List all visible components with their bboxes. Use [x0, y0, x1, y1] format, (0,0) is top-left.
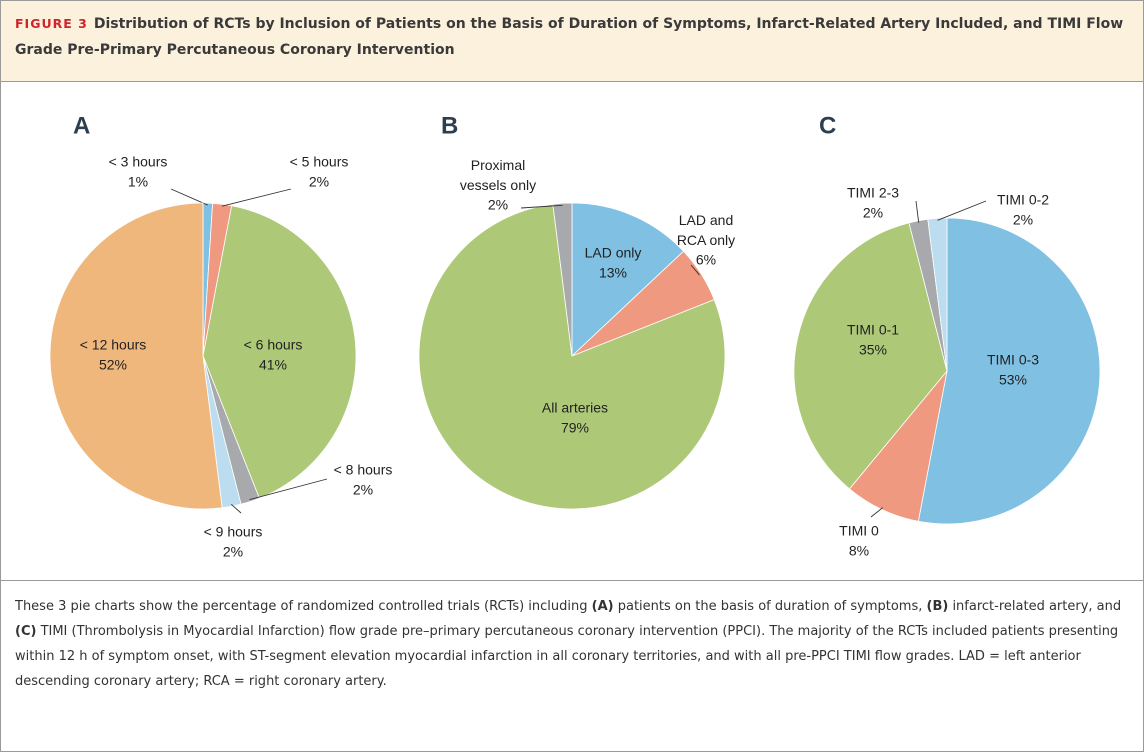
slice-label: LAD and RCA only — [677, 212, 735, 248]
slice-label: LAD only — [585, 245, 642, 261]
caption-text: infarct-related artery, and — [948, 599, 1122, 614]
slice-label: < 6 hours — [244, 337, 303, 353]
slice-label: TIMI 0-1 — [847, 322, 899, 338]
panel-letter: A — [73, 112, 90, 139]
panel-letter: B — [441, 112, 458, 139]
slice-label: < 9 hours — [204, 524, 263, 540]
leader-line — [915, 200, 920, 223]
charts: A < 3 hours 1% < 5 hours 2% < 6 hours 41% < 8 h… — [49, 112, 1101, 560]
pie-slice — [202, 205, 357, 499]
slice-label: < 3 hours — [109, 154, 168, 170]
pie-slice — [927, 217, 948, 372]
figure-heading: FIGURE 3 Distribution of RCTs by Inclusio… — [15, 11, 1125, 63]
slice-label: TIMI 0-2 — [997, 192, 1049, 208]
slice-label: Proximal vessels only — [460, 157, 536, 193]
slice-value-label: 2% — [223, 544, 243, 560]
slice-value-label: 52% — [99, 357, 127, 373]
caption: These 3 pie charts show the percentage o… — [15, 594, 1125, 694]
caption-panel-ref: (A) — [591, 599, 614, 614]
caption-text: TIMI (Thrombolysis in Myocardial Infarct… — [15, 624, 1119, 689]
slice-label: TIMI 0-3 — [987, 352, 1039, 368]
slice-value-label: 2% — [309, 174, 329, 190]
leader-line — [170, 188, 208, 206]
pie-slice — [571, 202, 685, 357]
slice-value-label: 35% — [859, 342, 887, 358]
slice-value-label: 2% — [1013, 212, 1033, 228]
slice-label: < 5 hours — [290, 154, 349, 170]
figure-header: FIGURE 3 Distribution of RCTs by Inclusio… — [1, 1, 1143, 82]
caption-panel-ref: (C) — [15, 624, 37, 639]
slice-value-label: 79% — [561, 420, 589, 436]
leader-line — [937, 200, 987, 221]
leader-line — [249, 478, 328, 501]
leader-line — [520, 204, 563, 209]
leader-line — [221, 188, 292, 207]
slice-label: < 12 hours — [80, 337, 147, 353]
slice-label: All arteries — [542, 400, 608, 416]
slice-value-label: 13% — [599, 265, 627, 281]
slice-label: < 8 hours — [334, 462, 393, 478]
slice-value-label: 6% — [696, 252, 716, 268]
pie-slice — [917, 217, 1101, 525]
slice-value-label: 2% — [488, 197, 508, 213]
slice-label: TIMI 2-3 — [847, 185, 899, 201]
slice-value-label: 8% — [849, 543, 869, 559]
figure-label: FIGURE 3 — [15, 16, 88, 31]
caption-text: These 3 pie charts show the percentage o… — [15, 599, 592, 614]
caption-text: patients on the basis of duration of sym… — [613, 599, 927, 614]
pie-slice — [418, 203, 726, 510]
figure-title: Distribution of RCTs by Inclusion of Pat… — [15, 16, 1124, 58]
leader-line — [230, 503, 242, 514]
caption-panel-ref: (B) — [926, 599, 949, 614]
pie-slice — [49, 202, 223, 510]
leader-line — [690, 264, 700, 276]
caption-box: These 3 pie charts show the percentage o… — [1, 580, 1143, 751]
slice-value-label: 53% — [999, 372, 1027, 388]
slice-value-label: 2% — [353, 482, 373, 498]
slice-value-label: 41% — [259, 357, 287, 373]
pie-slice — [552, 202, 573, 357]
leader-line — [870, 507, 883, 518]
slice-label: TIMI 0 — [839, 523, 879, 539]
pie-slice — [793, 222, 948, 490]
panel-letter: C — [819, 112, 836, 139]
slice-value-label: 2% — [863, 205, 883, 221]
slice-value-label: 1% — [128, 174, 148, 190]
